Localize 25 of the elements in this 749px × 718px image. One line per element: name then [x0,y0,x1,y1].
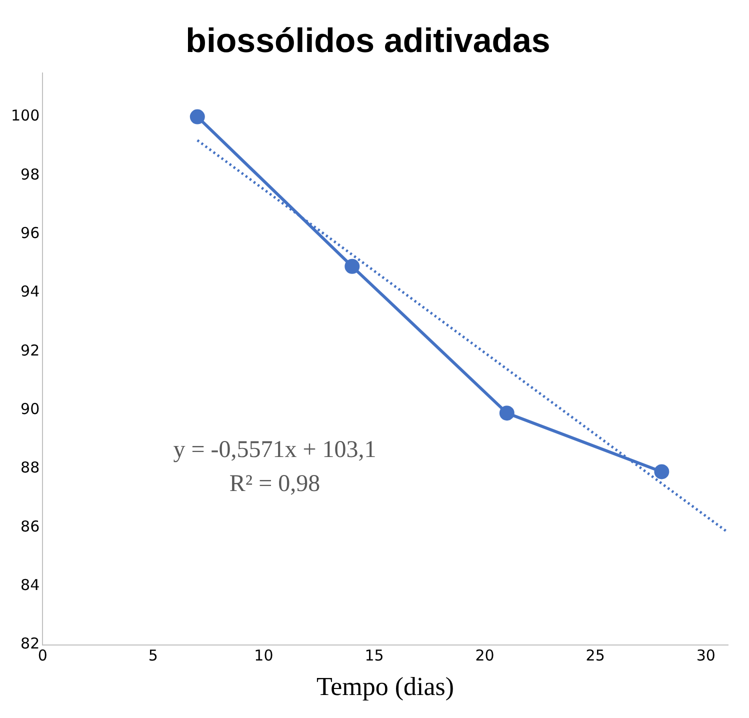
y-tick-label: 96 [20,224,40,242]
y-tick-label: 90 [20,400,40,418]
y-tick-label: 100 [10,106,40,125]
chart-title: biossólidos aditivadas [186,22,550,60]
point [499,406,514,421]
point [344,258,360,274]
y-tick-label: 98 [20,165,40,184]
x-tick-label: 15 [364,646,384,665]
y-tick-label: 84 [20,576,40,594]
annotation: y = -0,5571x + 103,1 [173,437,376,464]
point [190,109,205,124]
annotation: R² = 0,98 [229,471,320,498]
y-tick-label: 88 [20,458,40,477]
x-tick-label: 30 [696,646,716,665]
x-axis-title: Tempo (dias) [316,672,454,702]
y-tick-label: 92 [20,341,40,360]
point [654,464,670,480]
x-tick-label: 25 [586,646,605,665]
y-tick-label: 94 [20,282,40,301]
x-tick-label: 20 [475,646,494,665]
y-tick-label: 86 [20,517,40,536]
y-tick-label: 82 [20,634,40,653]
x-tick-label: 0 [38,646,48,665]
x-tick-label: 5 [148,646,158,665]
x-tick-label: 10 [254,646,274,665]
